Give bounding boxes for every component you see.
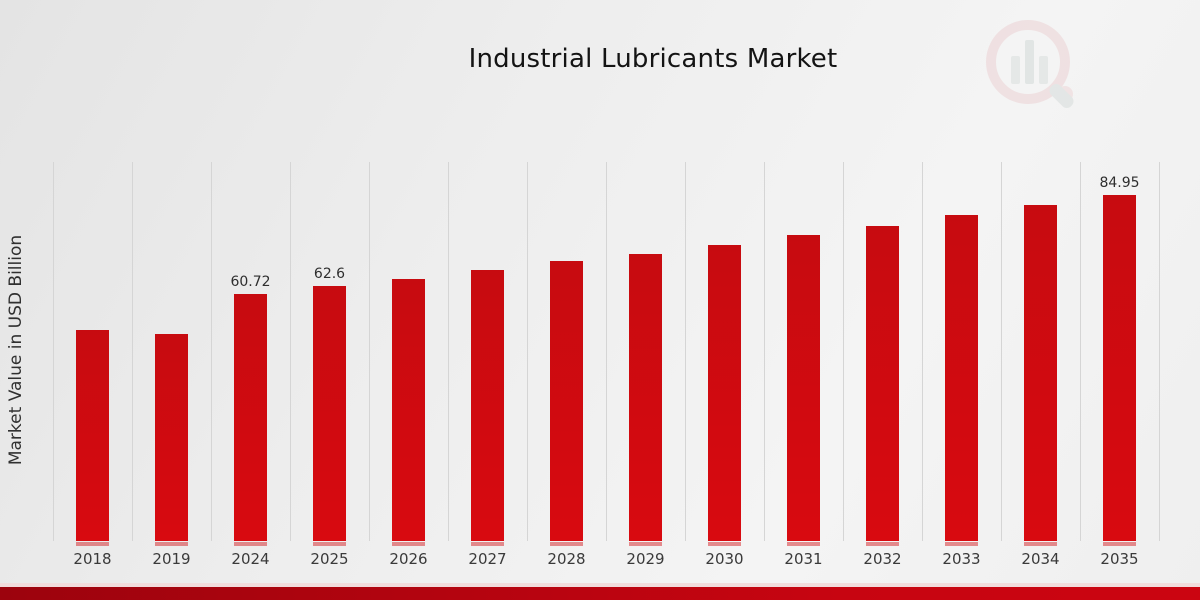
- gridline: [369, 162, 370, 541]
- footer-pink-stripe: [0, 583, 1200, 587]
- chart-title: Industrial Lubricants Market: [468, 44, 838, 74]
- x-tick-label-2029: 2029: [626, 550, 665, 568]
- gridline: [764, 162, 765, 541]
- bar-2024: [234, 293, 267, 541]
- axis-tick-2025: [313, 542, 346, 546]
- x-axis: 2018 2019 2024 2025 2026 2027 2028 2029 2030 2031…: [53, 550, 1159, 572]
- x-tick-label-2019: 2019: [152, 550, 191, 568]
- x-tick-label-2025: 2025: [310, 550, 349, 568]
- axis-tick-2031: [787, 542, 820, 546]
- x-tick-label-2034: 2034: [1021, 550, 1060, 568]
- x-tick-label-2033: 2033: [942, 550, 981, 568]
- gridline: [922, 162, 923, 541]
- data-label-2035: 84.95: [1099, 174, 1140, 191]
- x-tick-label-2035: 2035: [1100, 550, 1139, 568]
- bar-2027: [471, 269, 504, 541]
- axis-tick-2027: [471, 542, 504, 546]
- axis-tick-2029: [629, 542, 662, 546]
- gridline: [527, 162, 528, 541]
- x-tick-label-2028: 2028: [547, 550, 586, 568]
- bar-2018: [76, 329, 109, 541]
- x-tick-label-2026: 2026: [389, 550, 428, 568]
- bar-2034: [1024, 205, 1057, 541]
- gridline: [685, 162, 686, 541]
- bar-2026: [392, 278, 425, 541]
- gridline: [1080, 162, 1081, 541]
- axis-tick-2035: [1103, 542, 1136, 546]
- data-label-2025: 62.6: [313, 265, 346, 282]
- gridline: [606, 162, 607, 541]
- axis-tick-2034: [1024, 542, 1057, 546]
- x-tick-label-2032: 2032: [863, 550, 902, 568]
- plot-area: 60.72 62.6 84.95: [53, 162, 1160, 546]
- bar-2030: [708, 244, 741, 541]
- y-axis-label: Market Value in USD Billion: [6, 234, 26, 466]
- gridline: [843, 162, 844, 541]
- axis-tick-2018: [76, 542, 109, 546]
- gridline: [132, 162, 133, 541]
- data-label-2024: 60.72: [230, 273, 271, 290]
- gridline: [1001, 162, 1002, 541]
- bar-2025: [313, 285, 346, 541]
- axis-tick-2028: [550, 542, 583, 546]
- bar-2031: [787, 234, 820, 541]
- axis-tick-2032: [866, 542, 899, 546]
- axis-tick-2024: [234, 542, 267, 546]
- gridline: [211, 162, 212, 541]
- bar-2028: [550, 261, 583, 541]
- axis-tick-2030: [708, 542, 741, 546]
- gridline: [53, 162, 54, 541]
- gridline: [290, 162, 291, 541]
- axis-tick-2019: [155, 542, 188, 546]
- gridline: [448, 162, 449, 541]
- bar-2035: [1103, 194, 1136, 541]
- footer-red-banner: [0, 587, 1200, 600]
- x-tick-label-2018: 2018: [73, 550, 112, 568]
- bar-2019: [155, 334, 188, 541]
- x-tick-label-2024: 2024: [231, 550, 270, 568]
- axis-tick-2026: [392, 542, 425, 546]
- x-tick-label-2027: 2027: [468, 550, 507, 568]
- bar-2033: [945, 214, 978, 541]
- magnifier-bar-chart-logo-icon: [986, 20, 1074, 109]
- bar-2029: [629, 253, 662, 541]
- gridline: [1159, 162, 1160, 541]
- axis-tick-2033: [945, 542, 978, 546]
- bar-2032: [866, 226, 899, 541]
- x-tick-label-2031: 2031: [784, 550, 823, 568]
- x-tick-label-2030: 2030: [705, 550, 744, 568]
